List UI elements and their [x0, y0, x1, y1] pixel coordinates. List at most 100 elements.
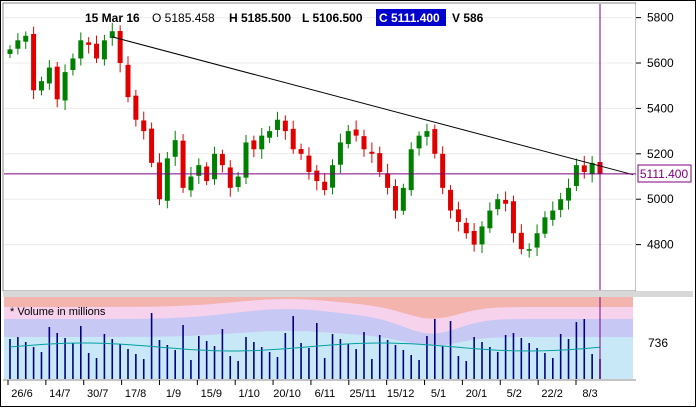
candle: [188, 166, 194, 197]
date-tick-label: 8/3: [582, 388, 597, 400]
volume-band-lower: [4, 331, 633, 379]
candle: [330, 159, 336, 195]
candle: [526, 243, 532, 258]
candle: [534, 224, 540, 256]
candle: [463, 217, 469, 239]
date-axis: 26/6 14/7 30/7 17/8 1/9 15/9 1/10 20/10 6/11 25/1…: [3, 379, 693, 404]
candle: [416, 131, 422, 156]
date-tick-label: 5/1: [431, 388, 446, 400]
candle: [282, 115, 288, 140]
volume-panel[interactable]: * Volume in millions 736: [3, 297, 693, 379]
candle: [259, 127, 265, 159]
candle: [408, 142, 414, 196]
candle: [369, 142, 375, 163]
price-tag: 5111.400: [640, 167, 689, 181]
candle: [495, 193, 501, 216]
candle: [361, 129, 367, 157]
header-volume: V 586: [452, 11, 484, 25]
header-low: L 5106.500: [302, 11, 363, 25]
candle: [86, 37, 92, 54]
date-tick-label: 5/2: [507, 388, 522, 400]
price-plot-area: [2, 2, 637, 292]
candle: [267, 126, 273, 144]
candle: [353, 120, 359, 142]
candle: [227, 160, 233, 197]
date-tick-label: 26/6: [11, 388, 32, 400]
price-tick-label: 4800: [647, 238, 674, 252]
candle: [385, 163, 391, 195]
candle: [455, 201, 461, 232]
price-tag-box: [637, 164, 692, 183]
candle: [70, 53, 76, 76]
trendline: [112, 36, 634, 176]
candle: [109, 22, 115, 46]
candle: [440, 146, 446, 195]
price-tick-label: 5200: [647, 147, 674, 161]
candle: [550, 201, 556, 226]
candle: [149, 122, 155, 168]
candle: [196, 158, 202, 184]
candle: [573, 158, 579, 192]
candle: [337, 133, 343, 174]
candle: [141, 111, 147, 140]
date-tick-label: 6/11: [315, 388, 336, 400]
date-tick-label: 17/8: [125, 388, 146, 400]
candle: [322, 173, 328, 196]
date-tick-label: 15/12: [387, 388, 415, 400]
candle: [212, 146, 218, 185]
header-open: O 5185.458: [152, 11, 215, 25]
header-close-box: [376, 9, 446, 26]
candle: [471, 223, 477, 252]
candle: [38, 76, 44, 96]
candle: [23, 31, 29, 49]
header-close: C 5111.400: [379, 11, 440, 25]
price-panel[interactable]: [2, 2, 637, 292]
candle: [274, 111, 280, 138]
candle: [487, 202, 493, 233]
candle: [125, 56, 131, 103]
candle: [377, 146, 383, 177]
candle: [94, 35, 100, 64]
candle: [581, 155, 587, 179]
ohlc-header: 15 Mar 16 O 5185.458 H 5185.500 L 5106.5…: [85, 9, 484, 26]
date-tick-label: 20/10: [273, 388, 301, 400]
candle: [510, 195, 516, 243]
candle: [392, 179, 398, 219]
candle: [314, 164, 320, 191]
candle: [503, 191, 509, 212]
candle: [345, 124, 351, 149]
candle: [542, 211, 548, 239]
panel-separator[interactable]: [3, 291, 693, 297]
candle: [101, 34, 107, 66]
candle: [479, 221, 485, 254]
date-tick-label: 1/9: [166, 388, 181, 400]
volume-bars: [9, 313, 601, 379]
candle: [46, 60, 52, 90]
date-tick-label: 15/9: [201, 388, 222, 400]
candle: [172, 130, 178, 166]
header-date: 15 Mar 16: [85, 11, 140, 25]
candle: [251, 135, 257, 158]
candle: [156, 153, 162, 206]
candle: [400, 183, 406, 215]
price-tick-label: 5800: [647, 11, 674, 25]
candle: [62, 64, 68, 111]
candle: [219, 149, 225, 173]
candle: [589, 156, 595, 183]
candle: [117, 25, 123, 73]
candle: [566, 178, 572, 210]
candle: [243, 134, 249, 184]
candle: [235, 171, 241, 192]
date-tick-label: 22/2: [541, 388, 562, 400]
price-tick-label: 5600: [647, 56, 674, 70]
volume-moving-average: [9, 342, 601, 352]
candle: [133, 89, 139, 127]
header-high: H 5185.500: [229, 11, 291, 25]
candle: [558, 192, 564, 218]
date-tick-label: 30/7: [87, 388, 108, 400]
candle: [518, 224, 524, 255]
date-tick-label: 20/1: [466, 388, 487, 400]
candle: [31, 26, 37, 100]
price-tick-label: 5000: [647, 192, 674, 206]
